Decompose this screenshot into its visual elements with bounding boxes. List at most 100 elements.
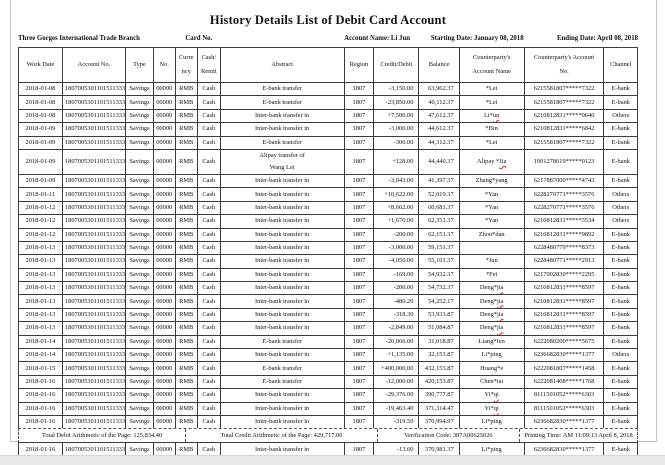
cell-type: Savings [125, 173, 154, 189]
cell-type: Savings [125, 414, 154, 430]
cell-abstract: Inter-bank transfer in [219, 122, 345, 137]
cell-credit_debit: -318.30 [373, 307, 420, 323]
account-info-line: Three Gorges International Trade Branch … [18, 35, 638, 45]
cell-cash_remit: Cash [196, 281, 221, 296]
cell-work_date: 2018-01-16 [18, 401, 63, 416]
cell-balance: 371,314.47 [418, 401, 460, 416]
cell-balance: 47,612.37 [418, 108, 460, 124]
cell-currency: RMB [174, 361, 198, 376]
table-row: 2018-01-16 1807005301101511333 Savings 0000… [18, 374, 638, 390]
cell-channel: Others [603, 108, 638, 124]
cell-balance: 63,962.37 [418, 81, 460, 97]
cell-cp_account: 6217002830*****2295 [523, 267, 605, 283]
cell-credit_debit: -4,050.00 [373, 254, 420, 269]
cell-work_date: 2018-01-09 [18, 173, 63, 189]
cell-region: 1807 [343, 135, 375, 150]
cell-balance: 44,612.37 [418, 122, 460, 137]
cell-region: 1807 [343, 122, 375, 137]
cell-account_no: 1807005301101511333 [61, 173, 127, 189]
table-row: 2018-01-14 1807005301101511333 Savings 0000… [18, 348, 638, 363]
cell-channel: E-bank [603, 361, 638, 376]
table-row: 2018-01-16 1807005301101511333 Savings 0000… [18, 442, 638, 457]
table-row: 2018-01-11 1807005301101511333 Savings 0000… [18, 187, 638, 202]
cell-region: 1807 [343, 267, 375, 283]
cell-currency: RMB [174, 294, 198, 309]
cell-currency: RMB [174, 334, 198, 350]
cell-no: 00000 [152, 307, 176, 323]
cell-abstract: E-bank transfer [219, 135, 345, 150]
cell-currency: RMB [174, 254, 198, 269]
cell-credit_debit: -2,849.00 [373, 321, 420, 336]
cell-credit_debit: -12,000.00 [373, 374, 420, 390]
cell-cp_name: Deng*jia [458, 294, 525, 309]
cell-no: 00000 [152, 361, 176, 376]
cell-cp_account: 6215581807*****7322 [523, 135, 605, 150]
cell-abstract: Inter-bank transfer in [219, 254, 345, 269]
cell-work_date: 2018-01-16 [18, 414, 63, 430]
cell-work_date: 2018-01-16 [18, 374, 63, 390]
cell-currency: RMB [174, 187, 198, 202]
cell-cp_name: *Lei [458, 81, 525, 97]
cell-cp_name: *Yan [458, 214, 525, 229]
cell-channel: E-bank [603, 401, 638, 416]
cell-work_date: 2018-01-09 [18, 148, 63, 175]
cell-balance: 370,994.97 [418, 414, 460, 430]
viewer-bottom-strip [0, 455, 665, 465]
cell-work_date: 2018-01-11 [18, 187, 63, 202]
cell-balance: 32,153.87 [418, 348, 460, 363]
table-row: 2018-01-08 1807005301101511333 Savings 0000… [18, 81, 638, 97]
cell-balance: 59,151.37 [418, 240, 460, 256]
table-row: 2018-01-12 1807005301101511333 Savings 0000… [18, 227, 638, 242]
misspelled-name-fragment: qi [493, 404, 499, 412]
column-header-currency: Curre ncy [174, 47, 198, 83]
cell-channel: E-bank [603, 135, 638, 150]
table-row: 2018-01-13 1807005301101511333 Savings 0000… [18, 254, 638, 269]
cell-currency: RMB [174, 240, 198, 256]
cell-cp_account: 6217887000*****4743 [523, 173, 605, 189]
cell-balance: 432,153.87 [418, 361, 460, 376]
cell-cp_name: *Yan [458, 187, 525, 202]
cell-no: 00000 [152, 388, 176, 403]
cell-account_no: 1807005301101511333 [61, 135, 127, 150]
cell-abstract: Inter-bank transfer in [219, 414, 345, 430]
cell-account_no: 1807005301101511333 [61, 401, 127, 416]
cell-credit_debit: -20,066.00 [373, 334, 420, 350]
cell-type: Savings [125, 95, 154, 110]
table-row: 2018-01-13 1807005301101511333 Savings 0000… [18, 240, 638, 256]
cell-channel: E-bank [603, 294, 638, 309]
cell-no: 00000 [152, 122, 176, 137]
cell-type: Savings [125, 122, 154, 137]
cell-cash_remit: Cash [196, 334, 221, 350]
cell-cash_remit: Cash [196, 214, 221, 229]
cell-credit_debit: +1,135.00 [373, 348, 420, 363]
misspelled-name-fragment: jia [496, 324, 504, 332]
cell-abstract: Inter-bank transfer in [219, 108, 345, 124]
cell-balance: 44,440.37 [418, 148, 460, 175]
cell-no: 00000 [152, 414, 176, 430]
cell-credit_debit: -200.00 [373, 227, 420, 242]
cell-region: 1807 [343, 214, 375, 229]
cell-credit_debit: -3,000.00 [373, 240, 420, 256]
cell-cp_account: 6222081408*****1768 [523, 374, 605, 390]
cell-region: 1807 [343, 148, 375, 175]
cell-no: 00000 [152, 173, 176, 189]
cell-type: Savings [125, 388, 154, 403]
page-totals-row: Total Debit Arithmetic of the Page: 125,… [18, 428, 638, 444]
cell-cp_name: Deng*jia [458, 281, 525, 296]
cell-cp_name: *Jun [458, 254, 525, 269]
cell-cash_remit: Cash [196, 388, 221, 403]
cell-channel: E-bank [603, 281, 638, 296]
cell-account_no: 1807005301101511333 [61, 214, 127, 229]
transactions-table-body: 2018-01-08 1807005301101511333 Savings 0000… [18, 81, 638, 430]
cell-account_no: 1807005301101511333 [61, 108, 127, 124]
cell-work_date: 2018-01-15 [18, 361, 63, 376]
cell-no: 00000 [152, 281, 176, 296]
cell-currency: RMB [174, 348, 198, 363]
cell-credit_debit: +10,622.00 [373, 187, 420, 202]
cell-cash_remit: Cash [196, 361, 221, 376]
cell-cash_remit: Cash [196, 254, 221, 269]
cell-region: 1807 [343, 334, 375, 350]
cell-credit_debit: -3,150.00 [373, 81, 420, 97]
cell-cash_remit: Cash [196, 267, 221, 283]
cell-cash_remit: Cash [196, 227, 221, 242]
